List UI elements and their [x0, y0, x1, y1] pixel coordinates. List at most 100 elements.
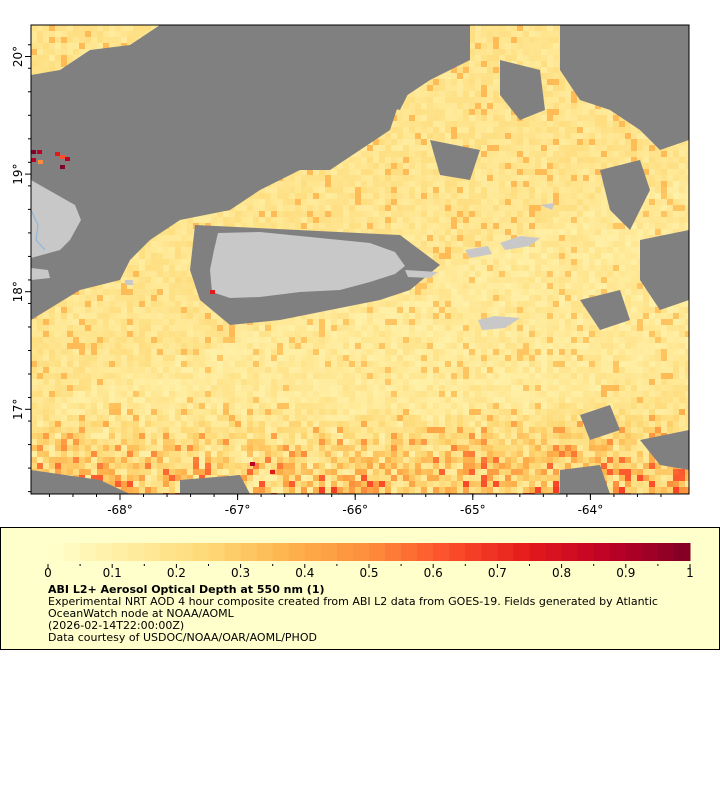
- aod-pixel: [463, 73, 469, 79]
- aod-pixel: [475, 193, 481, 199]
- aod-pixel: [265, 217, 271, 223]
- aod-pixel: [679, 199, 685, 205]
- aod-pixel: [379, 187, 385, 193]
- aod-pixel: [523, 115, 529, 121]
- aod-pixel: [607, 265, 613, 271]
- aod-pixel: [343, 187, 349, 193]
- aod-pixel: [601, 223, 607, 229]
- aod-pixel: [265, 211, 271, 217]
- aod-pixel: [457, 127, 463, 133]
- aod-pixel: [409, 145, 415, 151]
- aod-pixel: [373, 223, 379, 229]
- aod-pixel: [535, 265, 541, 271]
- aod-pixel: [427, 241, 433, 247]
- aod-pixel: [349, 175, 355, 181]
- aod-pixel: [145, 277, 151, 283]
- aod-pixel: [223, 223, 229, 229]
- aod-pixel: [343, 217, 349, 223]
- aod-pixel: [313, 175, 319, 181]
- aod-pixel: [487, 49, 493, 55]
- aod-pixel: [415, 241, 421, 247]
- aod-pixel: [115, 37, 121, 43]
- aod-pixel: [577, 175, 583, 181]
- aod-pixel: [457, 277, 463, 283]
- aod-pixel: [523, 139, 529, 145]
- aod-pixel: [565, 253, 571, 259]
- aod-pixel: [481, 235, 487, 241]
- aod-pixel: [565, 121, 571, 127]
- aod-pixel: [97, 283, 103, 289]
- aod-pixel: [649, 157, 655, 163]
- aod-pixel: [535, 199, 541, 205]
- aod-pixel: [577, 145, 583, 151]
- aod-pixel: [247, 217, 253, 223]
- aod-pixel: [493, 199, 499, 205]
- aod-pixel: [181, 271, 187, 277]
- aod-pixel: [97, 25, 103, 31]
- aod-pixel: [487, 73, 493, 79]
- aod-pixel: [169, 247, 175, 253]
- aod-pixel: [451, 115, 457, 121]
- aod-pixel: [445, 103, 451, 109]
- aod-pixel: [55, 31, 61, 37]
- aod-pixel: [475, 235, 481, 241]
- aod-pixel: [511, 121, 517, 127]
- aod-pixel: [625, 145, 631, 151]
- aod-pixel: [559, 193, 565, 199]
- aod-pixel: [583, 151, 589, 157]
- aod-pixel: [463, 277, 469, 283]
- aod-pixel: [427, 229, 433, 235]
- aod-pixel: [151, 259, 157, 265]
- aod-pixel: [187, 265, 193, 271]
- aod-pixel: [175, 271, 181, 277]
- aod-pixel: [451, 127, 457, 133]
- aod-pixel: [529, 139, 535, 145]
- aod-pixel: [439, 127, 445, 133]
- aod-pixel: [661, 181, 667, 187]
- aod-pixel: [421, 181, 427, 187]
- aod-pixel: [589, 217, 595, 223]
- aod-pixel: [601, 121, 607, 127]
- aod-pixel: [589, 253, 595, 259]
- aod-pixel: [499, 103, 505, 109]
- aod-pixel: [553, 289, 559, 295]
- aod-pixel: [409, 229, 415, 235]
- aod-pixel: [475, 223, 481, 229]
- aod-pixel: [439, 187, 445, 193]
- aod-pixel: [427, 289, 433, 295]
- aod-pixel: [595, 271, 601, 277]
- aod-pixel: [457, 229, 463, 235]
- aod-pixel: [325, 193, 331, 199]
- aod-pixel: [427, 79, 433, 85]
- aod-pixel: [355, 163, 361, 169]
- aod-pixel: [553, 163, 559, 169]
- aod-pixel: [55, 25, 61, 31]
- aod-pixel: [505, 271, 511, 277]
- aod-pixel: [457, 223, 463, 229]
- aod-pixel: [451, 79, 457, 85]
- aod-pixel: [595, 139, 601, 145]
- aod-pixel: [427, 85, 433, 91]
- aod-pixel: [577, 211, 583, 217]
- aod-pixel: [427, 199, 433, 205]
- aod-pixel: [481, 259, 487, 265]
- aod-pixel: [433, 181, 439, 187]
- aod-pixel: [583, 181, 589, 187]
- aod-pixel: [397, 163, 403, 169]
- aod-pixel: [421, 235, 427, 241]
- aod-pixel: [559, 217, 565, 223]
- aod-pixel: [175, 241, 181, 247]
- aod-pixel: [523, 127, 529, 133]
- aod-pixel: [151, 271, 157, 277]
- aod-pixel: [175, 235, 181, 241]
- aod-pixel: [595, 259, 601, 265]
- aod-pixel: [565, 235, 571, 241]
- aod-pixel: [475, 121, 481, 127]
- aod-pixel: [595, 151, 601, 157]
- aod-pixel: [133, 289, 139, 295]
- aod-pixel: [547, 223, 553, 229]
- aod-pixel: [517, 181, 523, 187]
- aod-pixel: [565, 187, 571, 193]
- aod-pixel: [643, 145, 649, 151]
- aod-pixel: [481, 175, 487, 181]
